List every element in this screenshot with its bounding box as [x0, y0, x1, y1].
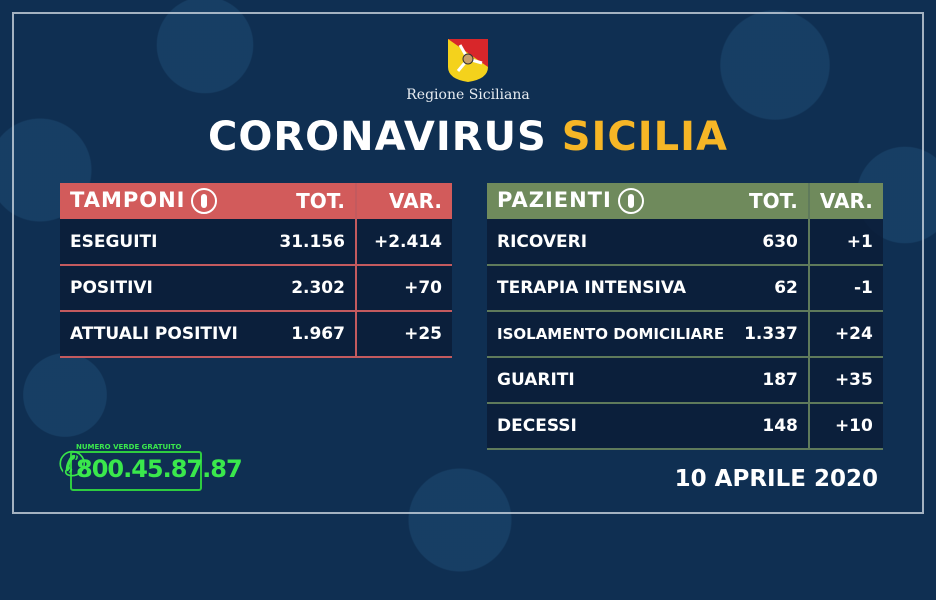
row-tot: 62 [734, 265, 809, 312]
tamponi-title: TAMPONI [70, 188, 186, 212]
row-tot: 2.302 [262, 265, 356, 312]
pazienti-table: PAZIENTI TOT. VAR. RICOVERI 630 +1 TERAPIA I… [487, 183, 883, 450]
row-tot: 148 [734, 403, 809, 450]
row-tot: 1.967 [262, 311, 356, 358]
tamponi-table: TAMPONI TOT. VAR. ESEGUITI 31.156 +2.414 POS… [60, 183, 452, 358]
table-row: POSITIVI 2.302 +70 [60, 265, 452, 312]
row-var: +70 [354, 265, 452, 312]
var-header: VAR. [354, 183, 452, 219]
row-var: +2.414 [354, 219, 452, 266]
row-tot: 187 [734, 357, 809, 404]
row-var: +35 [807, 357, 883, 404]
row-label: ISOLAMENTO DOMICILIARE [487, 311, 735, 358]
row-tot: 630 [734, 219, 809, 266]
phone-caption: NUMERO VERDE GRATUITO [76, 443, 182, 451]
row-label: ESEGUITI [60, 219, 263, 266]
row-var: +24 [807, 311, 883, 358]
table-row: ESEGUITI 31.156 +2.414 [60, 219, 452, 266]
tamponi-header: TAMPONI TOT. VAR. [60, 183, 452, 219]
table-row: RICOVERI 630 +1 [487, 219, 883, 266]
phone-number: 800.45.87.87 [76, 455, 243, 483]
tot-header: TOT. [262, 183, 356, 219]
region-name: Regione Siciliana [406, 87, 530, 103]
row-var: +10 [807, 403, 883, 450]
table-row: ISOLAMENTO DOMICILIARE 1.337 +24 [487, 311, 883, 358]
tot-header: TOT. [734, 183, 809, 219]
row-tot: 31.156 [262, 219, 356, 266]
person-icon [617, 188, 644, 214]
row-label: DECESSI [487, 403, 735, 450]
table-row: DECESSI 148 +10 [487, 403, 883, 450]
row-label: ATTUALI POSITIVI [60, 311, 263, 358]
row-var: -1 [807, 265, 883, 312]
virus-decoration [690, 0, 860, 150]
row-var: +25 [354, 311, 452, 358]
report-date: 10 APRILE 2020 [674, 466, 878, 492]
phone-box [70, 451, 202, 491]
table-row: ATTUALI POSITIVI 1.967 +25 [60, 311, 452, 358]
phone-icon: ✆ [58, 445, 87, 485]
title-sicilia: SICILIA [561, 114, 728, 160]
sicily-coat-of-arms-logo [448, 39, 488, 82]
row-label: GUARITI [487, 357, 735, 404]
var-header: VAR. [807, 183, 883, 219]
swab-icon [191, 188, 218, 214]
table-row: GUARITI 187 +35 [487, 357, 883, 404]
row-label: RICOVERI [487, 219, 735, 266]
virus-decoration [130, 0, 280, 120]
table-row: TERAPIA INTENSIVA 62 -1 [487, 265, 883, 312]
row-tot: 1.337 [734, 311, 809, 358]
page-title: CORONAVIRUS SICILIA [0, 114, 936, 160]
row-label: TERAPIA INTENSIVA [487, 265, 735, 312]
row-var: +1 [807, 219, 883, 266]
pazienti-title: PAZIENTI [497, 188, 612, 212]
pazienti-header: PAZIENTI TOT. VAR. [487, 183, 883, 219]
title-coronavirus: CORONAVIRUS [207, 114, 547, 160]
frame-border [12, 12, 924, 514]
row-label: POSITIVI [60, 265, 263, 312]
